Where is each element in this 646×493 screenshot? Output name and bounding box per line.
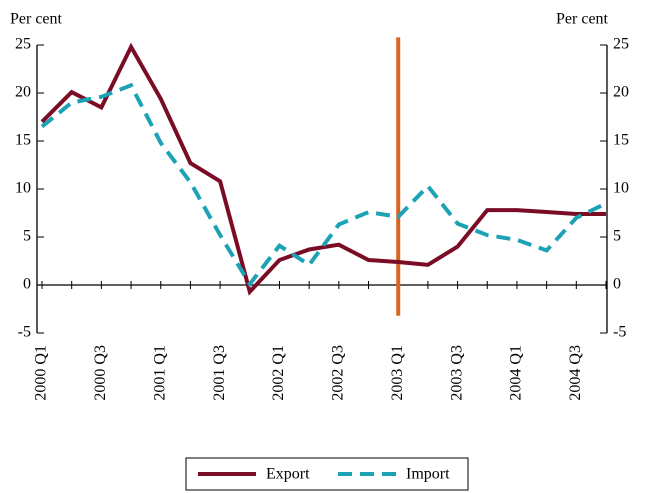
y2-tick-label: 25 — [613, 36, 629, 53]
y2-tick-label: 5 — [613, 228, 621, 245]
y-tick-label: 15 — [15, 132, 31, 149]
y2-tick-label: -5 — [613, 324, 626, 341]
y-axis-label: Per cent — [10, 11, 63, 28]
y-tick-label: 25 — [15, 36, 31, 53]
x-tick-label: 2001 Q1 — [151, 345, 168, 401]
y2-axis-label: Per cent — [556, 11, 609, 28]
y2-tick-label: 20 — [613, 84, 629, 101]
y-tick-label: 10 — [15, 180, 31, 197]
x-tick-label: 2003 Q1 — [389, 345, 406, 401]
y2-tick-label: 10 — [613, 180, 629, 197]
y-tick-label: -5 — [18, 324, 31, 341]
y-tick-label: 0 — [23, 276, 31, 293]
legend-label: Import — [406, 466, 450, 483]
y-tick-label: 20 — [15, 84, 31, 101]
x-tick-label: 2004 Q1 — [508, 345, 525, 401]
x-tick-label: 2001 Q3 — [211, 345, 228, 401]
series-line — [40, 82, 607, 288]
x-tick-label: 2003 Q3 — [448, 345, 465, 401]
x-tick-label: 2002 Q3 — [330, 345, 347, 401]
y2-tick-label: 0 — [613, 276, 621, 293]
x-tick-label: 2000 Q1 — [33, 345, 50, 401]
x-tick-label: 2002 Q1 — [270, 345, 287, 401]
y-tick-label: 5 — [23, 228, 31, 245]
x-tick-label: 2004 Q3 — [567, 345, 584, 401]
x-tick-label: 2000 Q3 — [92, 345, 109, 401]
y2-tick-label: 15 — [613, 132, 629, 149]
legend-label: Export — [266, 466, 310, 483]
series-line — [40, 42, 606, 296]
